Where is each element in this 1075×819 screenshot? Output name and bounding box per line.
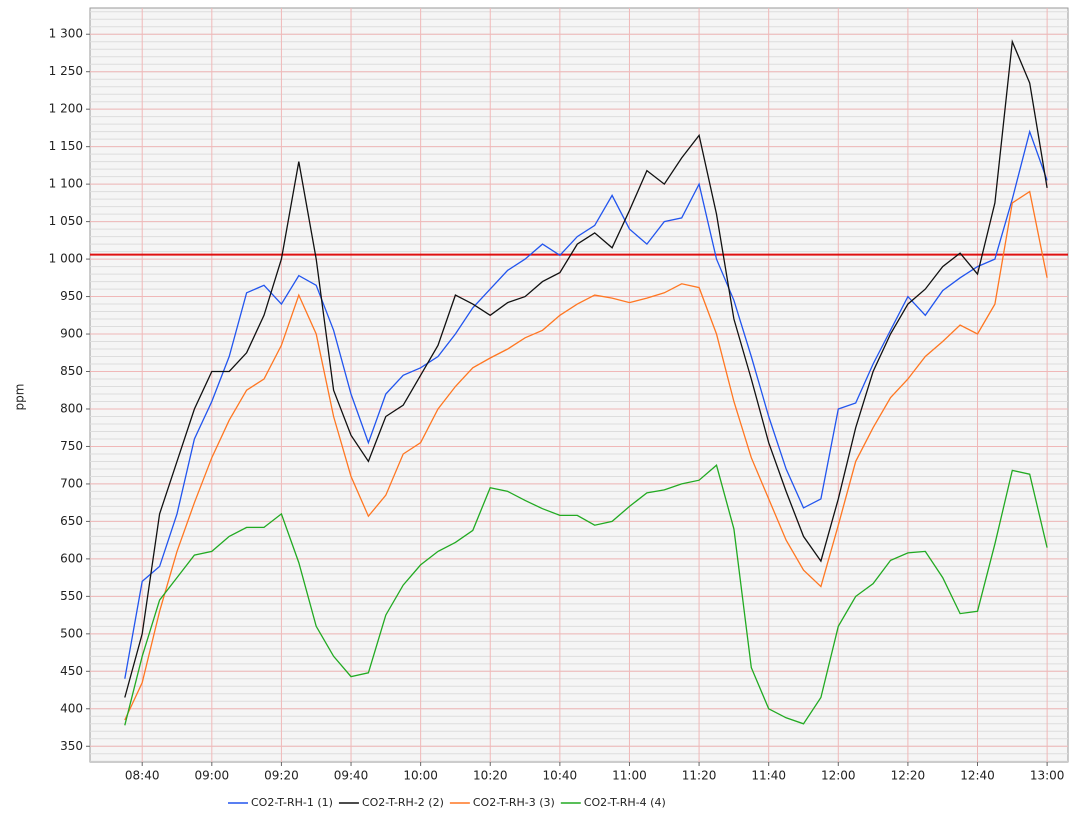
x-tick-label: 09:20 bbox=[264, 769, 299, 783]
x-tick-label: 11:20 bbox=[682, 769, 717, 783]
x-tick-label: 10:40 bbox=[543, 769, 578, 783]
plot-area bbox=[89, 7, 1069, 763]
y-tick-label: 600 bbox=[60, 551, 83, 565]
y-tick-label: 750 bbox=[60, 439, 83, 453]
y-tick-label: 550 bbox=[60, 589, 83, 603]
y-tick-label: 400 bbox=[60, 701, 83, 715]
legend-label: CO2-T-RH-1 (1) bbox=[251, 796, 333, 809]
y-tick-label: 1 150 bbox=[49, 139, 83, 153]
x-tick-label: 09:00 bbox=[195, 769, 230, 783]
y-tick-label: 900 bbox=[60, 327, 83, 341]
y-tick-label: 1 100 bbox=[49, 177, 83, 191]
series-line bbox=[124, 190, 1048, 721]
series-line bbox=[124, 464, 1048, 726]
series-line bbox=[124, 39, 1048, 698]
legend-label: CO2-T-RH-3 (3) bbox=[473, 796, 555, 809]
x-tick-label: 10:00 bbox=[403, 769, 438, 783]
y-tick-label: 1 000 bbox=[49, 252, 83, 266]
y-tick-label: 450 bbox=[60, 664, 83, 678]
y-tick-label: 950 bbox=[60, 289, 83, 303]
y-tick-label: 1 200 bbox=[49, 102, 83, 116]
y-tick-label: 800 bbox=[60, 401, 83, 415]
x-tick-label: 09:40 bbox=[334, 769, 369, 783]
x-tick-label: 12:20 bbox=[891, 769, 926, 783]
x-tick-label: 08:40 bbox=[125, 769, 160, 783]
y-axis-label: ppm bbox=[13, 384, 27, 411]
y-tick-label: 350 bbox=[60, 739, 83, 753]
x-tick-label: 12:00 bbox=[821, 769, 856, 783]
x-tick-label: 12:40 bbox=[960, 769, 995, 783]
y-tick-label: 1 250 bbox=[49, 64, 83, 78]
y-tick-label: 850 bbox=[60, 364, 83, 378]
y-tick-label: 500 bbox=[60, 626, 83, 640]
x-tick-label: 10:20 bbox=[473, 769, 508, 783]
y-tick-label: 650 bbox=[60, 514, 83, 528]
y-tick-label: 1 050 bbox=[49, 214, 83, 228]
y-tick-label: 700 bbox=[60, 476, 83, 490]
legend-label: CO2-T-RH-4 (4) bbox=[584, 796, 666, 809]
x-tick-label: 11:00 bbox=[612, 769, 647, 783]
series-line bbox=[124, 129, 1048, 679]
legend-label: CO2-T-RH-2 (2) bbox=[362, 796, 444, 809]
y-tick-label: 1 300 bbox=[49, 27, 83, 41]
x-tick-label: 11:40 bbox=[751, 769, 786, 783]
x-tick-label: 13:00 bbox=[1030, 769, 1065, 783]
